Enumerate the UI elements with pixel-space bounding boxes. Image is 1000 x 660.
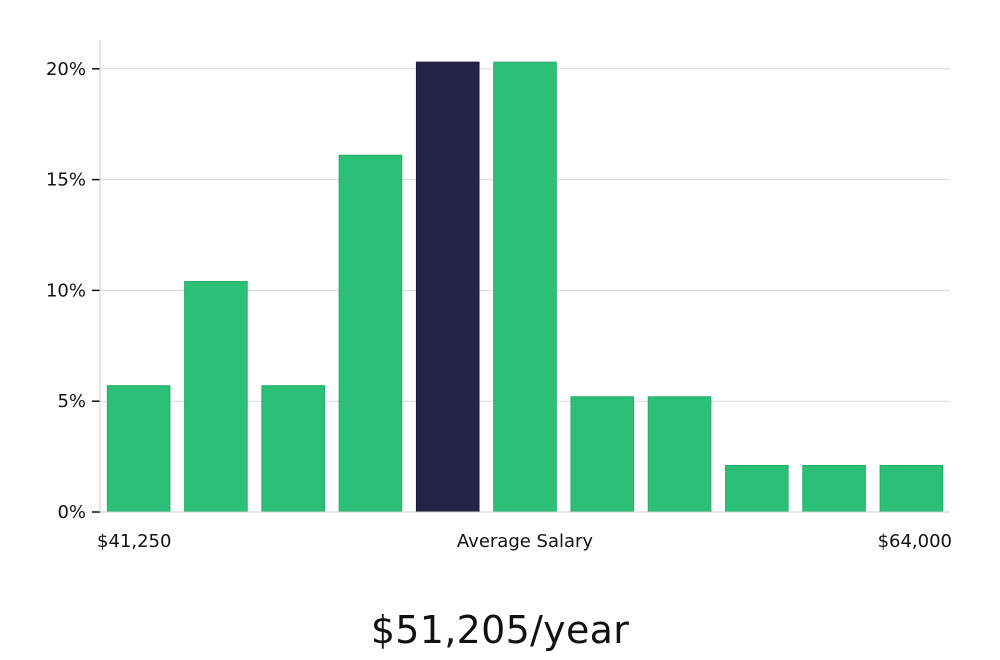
average-salary-summary: $51,205/year <box>370 608 630 652</box>
bar <box>647 396 712 513</box>
bar <box>106 385 171 513</box>
bar <box>261 385 325 513</box>
bar <box>879 464 944 513</box>
bar <box>725 464 789 513</box>
bars <box>106 61 944 513</box>
y-axis-tick-labels: 0% 5% 10% 15% 20% <box>46 59 86 523</box>
axes <box>92 40 950 513</box>
x-axis-center-label: Average Salary <box>457 531 594 552</box>
x-axis-min-label: $41,250 <box>97 531 171 552</box>
bar <box>493 61 557 513</box>
bar <box>184 281 248 513</box>
y-axis-tick-label: 15% <box>46 170 86 191</box>
bar <box>802 464 866 513</box>
bar <box>570 396 635 513</box>
bar-average-salary <box>415 61 480 513</box>
y-axis-tick-label: 5% <box>57 391 86 412</box>
y-axis-tick-label: 20% <box>46 59 86 80</box>
bar <box>338 154 403 513</box>
x-axis-max-label: $64,000 <box>878 531 952 552</box>
y-axis-tick-label: 10% <box>46 280 86 301</box>
y-axis-tick-label: 0% <box>57 502 86 523</box>
